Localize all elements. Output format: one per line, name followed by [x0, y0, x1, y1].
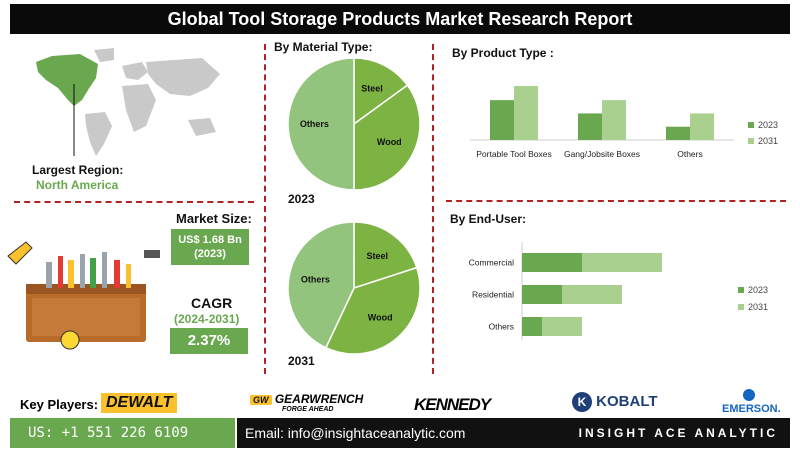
kobalt-logo: K KOBALT: [572, 392, 658, 412]
map-south-america: [85, 112, 112, 156]
product-category-label-1: Gang/Jobsite Boxes: [564, 149, 640, 159]
gearwrench-name: GEARWRENCH: [274, 392, 364, 406]
pie-2031-label-others: Others: [301, 274, 330, 284]
product-section-title: By Product Type :: [452, 46, 554, 60]
product-bar-2031-0: [514, 85, 538, 140]
pie-2031-slice-others: [287, 221, 355, 349]
pie-2031-slice-steel: [353, 221, 418, 290]
map-africa: [122, 84, 156, 132]
brand-name: INSIGHT ACE ANALYTIC: [578, 426, 778, 440]
divider-left-horizontal: [14, 201, 254, 203]
phone-number[interactable]: US: +1 551 226 6109: [10, 418, 235, 448]
map-europe: [122, 62, 148, 80]
kobalt-icon: K: [572, 392, 592, 412]
footer-contact: Email: info@insightaceanalytic.com INSIG…: [237, 418, 790, 448]
enduser-bar-2031-1: [562, 285, 622, 304]
enduser-section-title: By End-User:: [450, 212, 527, 226]
market-size-label: Market Size:: [176, 211, 252, 226]
product-legend-swatch-2023: [748, 122, 754, 128]
pie-2031-label-steel: Steel: [367, 251, 389, 261]
divider-right-horizontal: [446, 200, 786, 202]
cagr-value: 2.37%: [170, 328, 248, 354]
market-size-value: US$ 1.68 Bn: [178, 234, 242, 246]
region-value: North America: [36, 178, 119, 192]
gearwrench-logo: GW GEARWRENCH: [250, 392, 363, 406]
world-map: [36, 48, 220, 156]
map-australia: [188, 118, 216, 136]
product-bar-2023-1: [578, 113, 602, 140]
pie-2023-year: 2023: [288, 192, 315, 206]
product-bar-2031-1: [602, 100, 626, 140]
gearwrench-tagline: FORGE AHEAD: [282, 406, 334, 413]
product-category-label-0: Portable Tool Boxes: [476, 149, 551, 159]
emerson-icon: [743, 389, 755, 401]
region-label: Largest Region:: [32, 163, 124, 177]
enduser-category-label-0: Commercial: [469, 258, 514, 268]
enduser-category-label-1: Residential: [472, 290, 514, 300]
product-type-bar-chart: Portable Tool Boxes Gang/Jobsite Boxes Oth…: [470, 85, 778, 159]
end-user-bar-chart: Commercial Residential Others 2023 2031: [469, 242, 768, 340]
product-legend-swatch-2031: [748, 138, 754, 144]
product-bar-2023-2: [666, 126, 690, 140]
material-section-title: By Material Type:: [274, 40, 373, 54]
map-north-america: [36, 54, 98, 106]
product-legend-label-2031: 2031: [758, 136, 778, 146]
enduser-legend-label-2031: 2031: [748, 302, 768, 312]
pie-2031-year: 2031: [288, 354, 315, 368]
pie-2031-label-wood: Wood: [368, 313, 393, 323]
pie-2023-label-steel: Steel: [361, 84, 383, 94]
map-asia: [146, 58, 220, 96]
pie-chart-2031: Steel Wood Others: [287, 221, 421, 355]
market-size-year: (2023): [194, 248, 226, 260]
market-size-box: US$ 1.68 Bn (2023): [171, 229, 249, 265]
divider-left: [264, 44, 266, 374]
map-greenland: [94, 48, 114, 62]
key-players-label: Key Players:: [20, 397, 99, 412]
dewalt-logo: DEWALT: [101, 393, 178, 413]
pie-2023-slice-wood: [353, 84, 421, 191]
enduser-legend-swatch-2023: [738, 287, 744, 293]
emerson-logo: EMERSON.: [722, 403, 781, 415]
product-bar-2023-0: [490, 100, 514, 140]
kobalt-name: KOBALT: [596, 393, 658, 410]
cagr-label: CAGR: [191, 295, 233, 311]
kennedy-logo: KENNEDY: [414, 395, 491, 414]
divider-right: [432, 44, 434, 374]
gearwrench-icon: GW: [250, 395, 272, 405]
product-category-label-2: Others: [677, 149, 703, 159]
pie-chart-2023: Steel Wood Others: [287, 57, 421, 191]
report-title: Global Tool Storage Products Market Rese…: [10, 4, 790, 34]
pie-2023-label-wood: Wood: [377, 137, 402, 147]
pie-2023-slice-others: [287, 57, 355, 191]
cagr-period: (2024-2031): [174, 312, 240, 326]
product-bar-2031-2: [690, 113, 714, 140]
pie-2031-slice-wood: [324, 266, 421, 355]
pie-2023-label-others: Others: [300, 119, 329, 129]
email-link[interactable]: Email: info@insightaceanalytic.com: [245, 425, 466, 441]
enduser-bar-2023-2: [522, 317, 542, 336]
enduser-legend-swatch-2031: [738, 304, 744, 310]
enduser-legend-label-2023: 2023: [748, 285, 768, 295]
product-legend-label-2023: 2023: [758, 120, 778, 130]
enduser-bar-2031-2: [542, 317, 582, 336]
toolbox-illustration: [7, 241, 160, 350]
enduser-bar-2031-0: [582, 253, 662, 272]
enduser-category-label-2: Others: [488, 322, 514, 332]
pie-2023-slice-steel: [353, 57, 409, 126]
enduser-bar-2023-0: [522, 253, 582, 272]
enduser-bar-2023-1: [522, 285, 562, 304]
